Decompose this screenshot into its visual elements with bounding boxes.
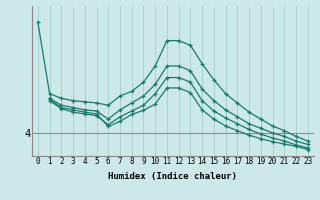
X-axis label: Humidex (Indice chaleur): Humidex (Indice chaleur)	[108, 172, 237, 181]
